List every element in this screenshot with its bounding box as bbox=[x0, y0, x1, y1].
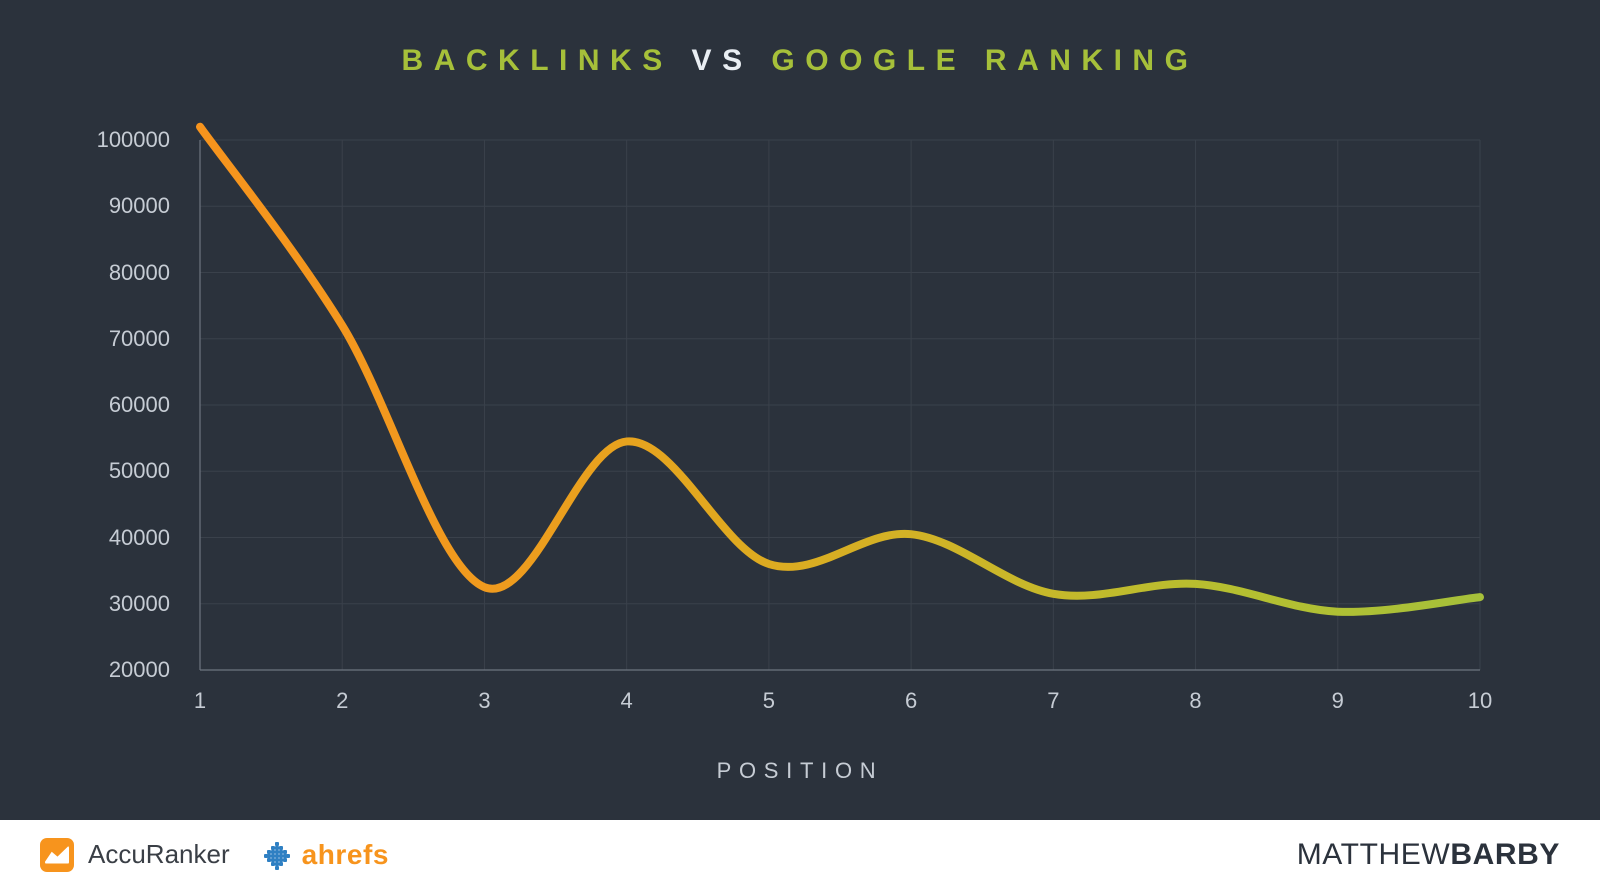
plot-svg bbox=[80, 120, 1520, 740]
plot: 20000 30000 40000 50000 60000 70000 80000 90000… bbox=[80, 120, 1520, 740]
data-line bbox=[200, 127, 1480, 612]
ahrefs-label: ahrefs bbox=[302, 839, 389, 871]
y-tick-label: 90000 bbox=[80, 193, 170, 219]
accuranker-icon bbox=[40, 838, 74, 872]
author-last: BARBY bbox=[1450, 838, 1560, 871]
x-tick-label: 2 bbox=[336, 688, 348, 714]
y-tick-label: 50000 bbox=[80, 458, 170, 484]
ahrefs-icon bbox=[264, 842, 290, 868]
x-tick-label: 9 bbox=[1332, 688, 1344, 714]
author-credit: MATTHEWBARBY bbox=[1297, 838, 1560, 872]
y-tick-label: 100000 bbox=[80, 127, 170, 153]
y-tick-label: 40000 bbox=[80, 525, 170, 551]
x-axis-label: POSITION bbox=[0, 758, 1600, 784]
footer-bar: AccuRanker ahrefs MATTHEWBARBY bbox=[0, 820, 1600, 889]
x-tick-label: 8 bbox=[1189, 688, 1201, 714]
author-first: MATTHEW bbox=[1297, 838, 1451, 871]
x-tick-label: 3 bbox=[478, 688, 490, 714]
x-tick-label: 6 bbox=[905, 688, 917, 714]
chart-area: BACKLINKS VS GOOGLE RANKING 20000 30000 40… bbox=[0, 0, 1600, 820]
x-tick-label: 4 bbox=[621, 688, 633, 714]
x-tick-label: 7 bbox=[1047, 688, 1059, 714]
y-tick-label: 80000 bbox=[80, 260, 170, 286]
x-tick-label: 5 bbox=[763, 688, 775, 714]
accuranker-label: AccuRanker bbox=[88, 839, 230, 870]
y-tick-label: 60000 bbox=[80, 392, 170, 418]
y-tick-label: 70000 bbox=[80, 326, 170, 352]
y-tick-label: 30000 bbox=[80, 591, 170, 617]
x-tick-label: 10 bbox=[1468, 688, 1492, 714]
chart-title: BACKLINKS VS GOOGLE RANKING bbox=[0, 44, 1600, 78]
x-tick-label: 1 bbox=[194, 688, 206, 714]
y-tick-label: 20000 bbox=[80, 657, 170, 683]
chart-frame: BACKLINKS VS GOOGLE RANKING 20000 30000 40… bbox=[0, 0, 1600, 889]
